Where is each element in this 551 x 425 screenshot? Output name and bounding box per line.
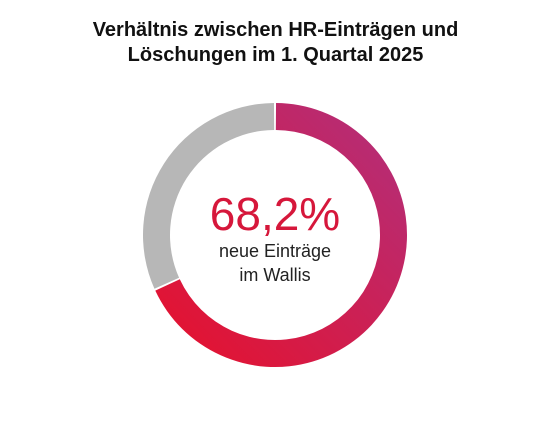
donut-slices (143, 103, 407, 368)
chart-title: Verhältnis zwischen HR-Einträgen und Lös… (0, 18, 551, 68)
center-label-line-2: im Wallis (239, 265, 310, 285)
chart-title-line-2: Löschungen im 1. Quartal 2025 (127, 44, 424, 66)
donut-slice-remaining (143, 103, 275, 289)
center-label-line-1: neue Einträge (219, 241, 331, 261)
center-percentage-value: 68,2% (210, 188, 340, 240)
chart-title-line-1: Verhältnis zwischen HR-Einträgen und (92, 19, 459, 41)
